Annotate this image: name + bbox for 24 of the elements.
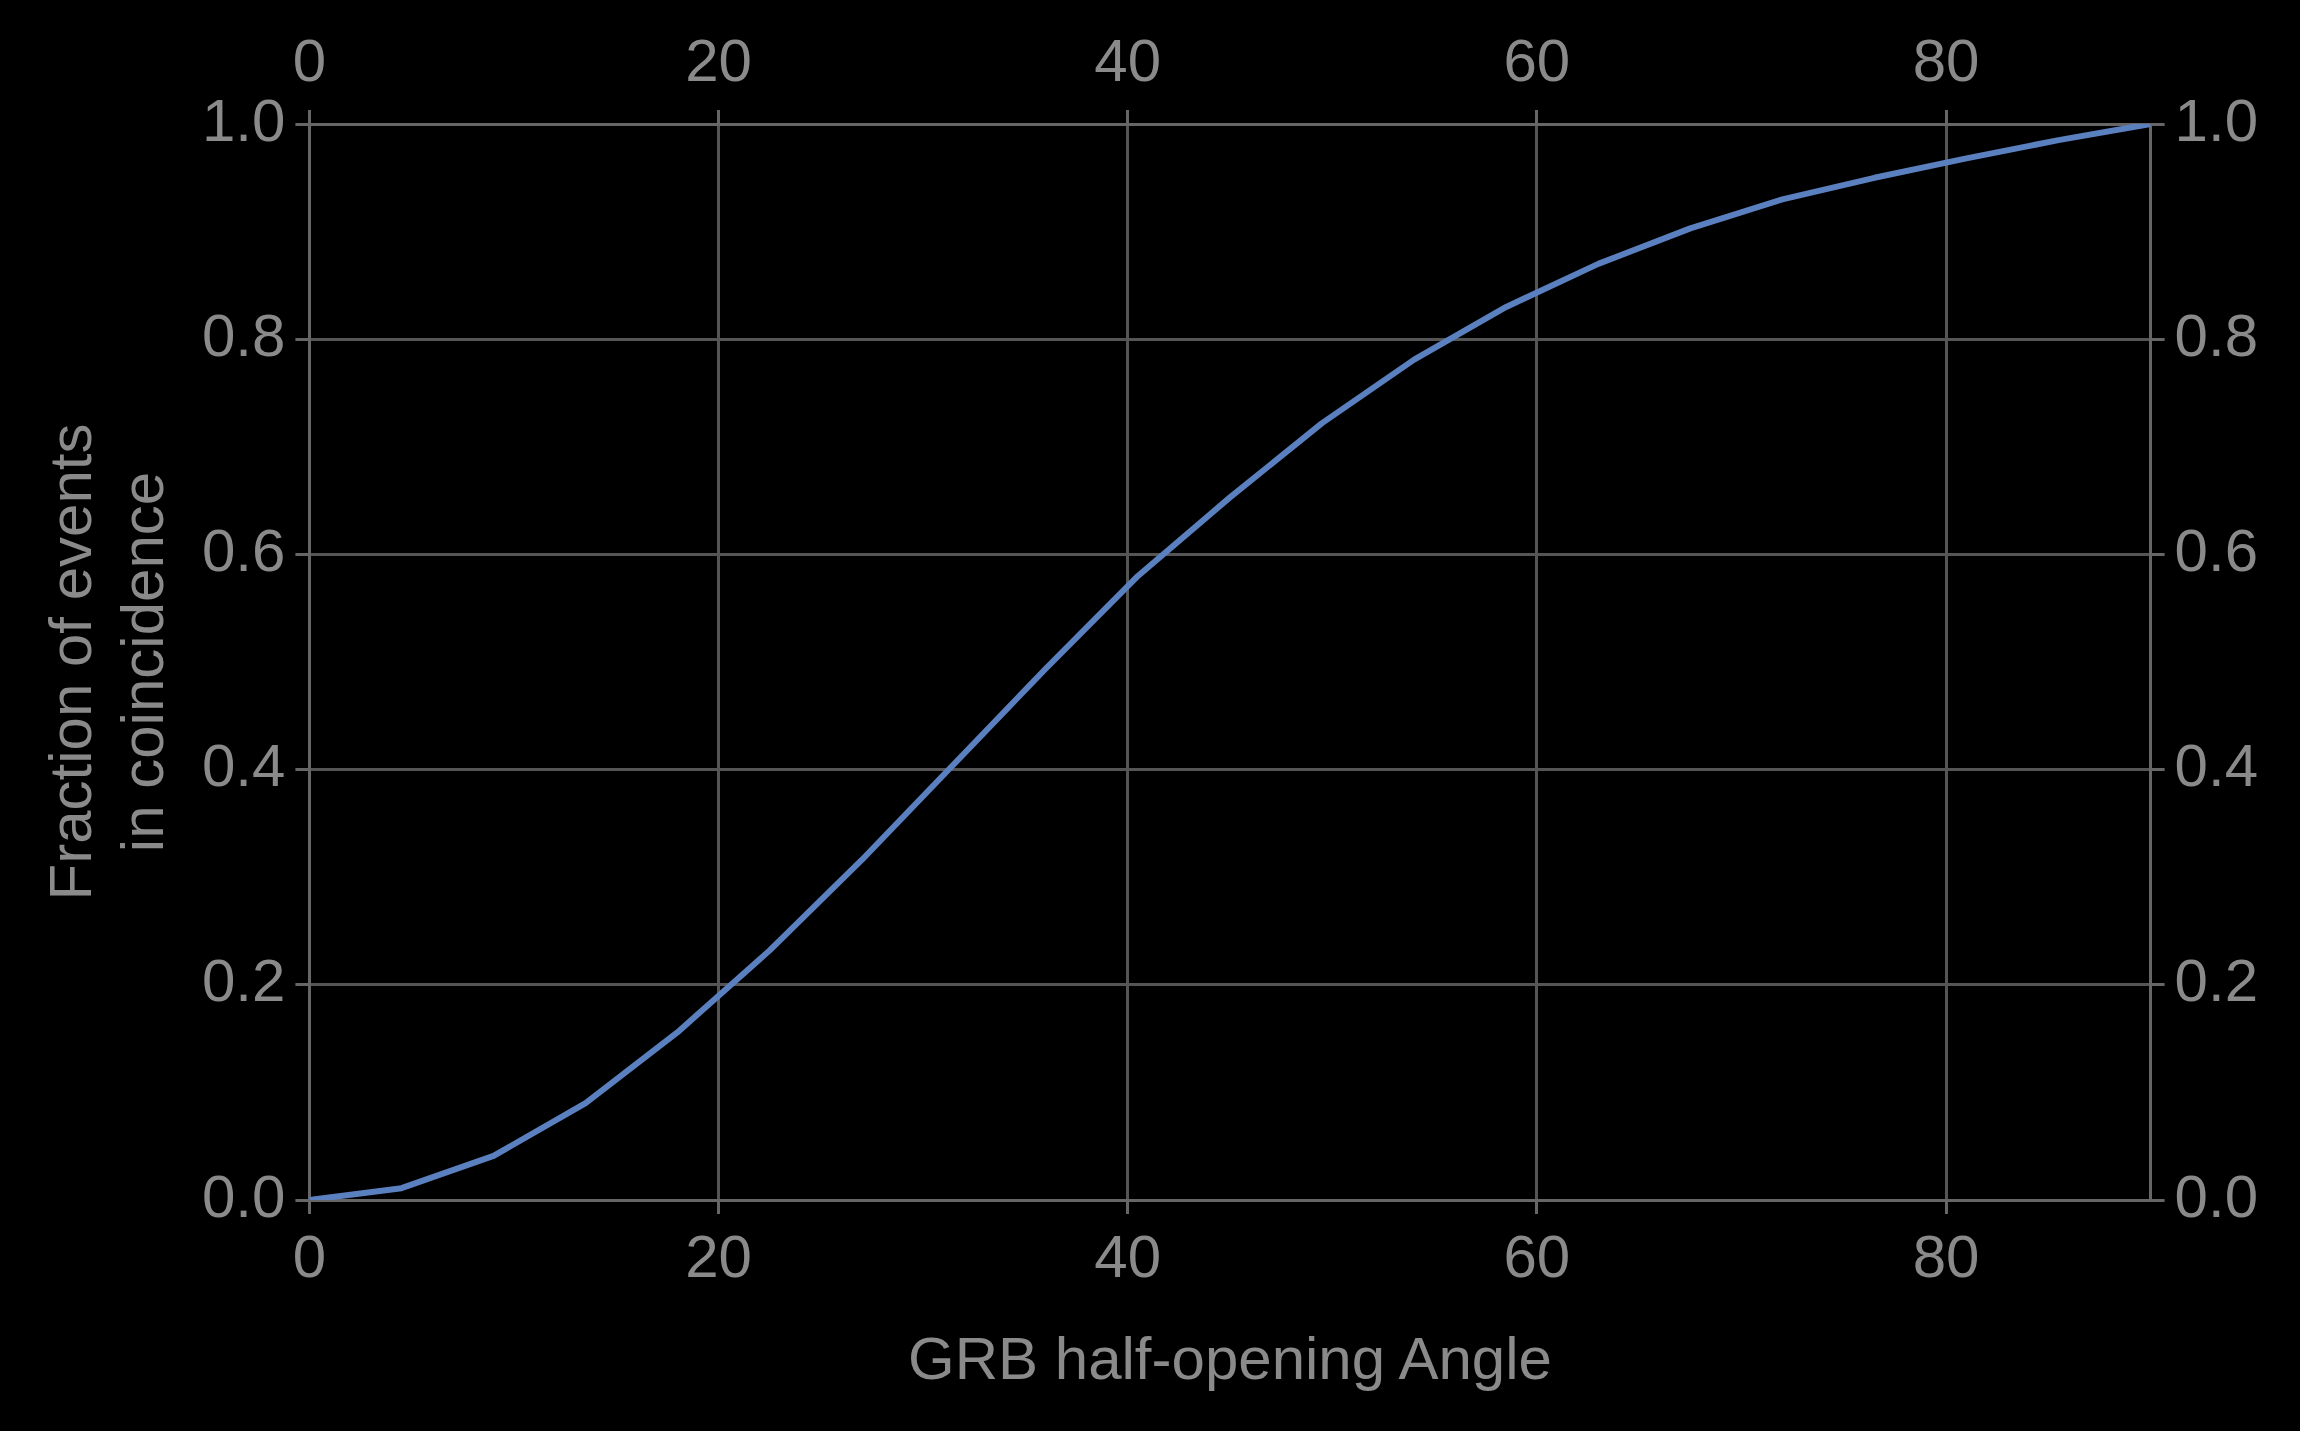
y2-tick-label: 0.0 xyxy=(2174,1162,2259,1230)
y-tick-label: 0.2 xyxy=(201,947,286,1015)
y2-tick-label: 1.0 xyxy=(2174,86,2259,154)
y2-tick-label: 0.2 xyxy=(2174,947,2259,1015)
y2-tick-label: 0.6 xyxy=(2174,516,2259,584)
x-tick-label: 0 xyxy=(292,1222,327,1290)
y-tick-label: 0.8 xyxy=(201,301,286,369)
x-axis-title: GRB half-opening Angle xyxy=(908,1324,1552,1392)
x2-tick-label: 20 xyxy=(685,26,752,94)
x2-tick-label: 0 xyxy=(292,26,327,94)
x-tick-label: 60 xyxy=(1503,1222,1571,1290)
x-tick-label: 80 xyxy=(1912,1222,1980,1290)
x2-tick-label: 40 xyxy=(1094,26,1162,94)
x2-tick-label: 60 xyxy=(1503,26,1571,94)
y2-tick-label: 0.4 xyxy=(2174,732,2259,800)
y-axis-title: Fraction of events in coincidence xyxy=(36,423,176,901)
y-tick-label: 0.0 xyxy=(201,1162,286,1230)
y-tick-label: 0.6 xyxy=(201,516,286,584)
y2-tick-label: 0.8 xyxy=(2174,301,2259,369)
x-tick-label: 20 xyxy=(685,1222,752,1290)
y-tick-label: 1.0 xyxy=(201,86,286,154)
x2-tick-label: 80 xyxy=(1912,26,1980,94)
x-tick-label: 40 xyxy=(1094,1222,1162,1290)
y-tick-label: 0.4 xyxy=(201,732,286,800)
